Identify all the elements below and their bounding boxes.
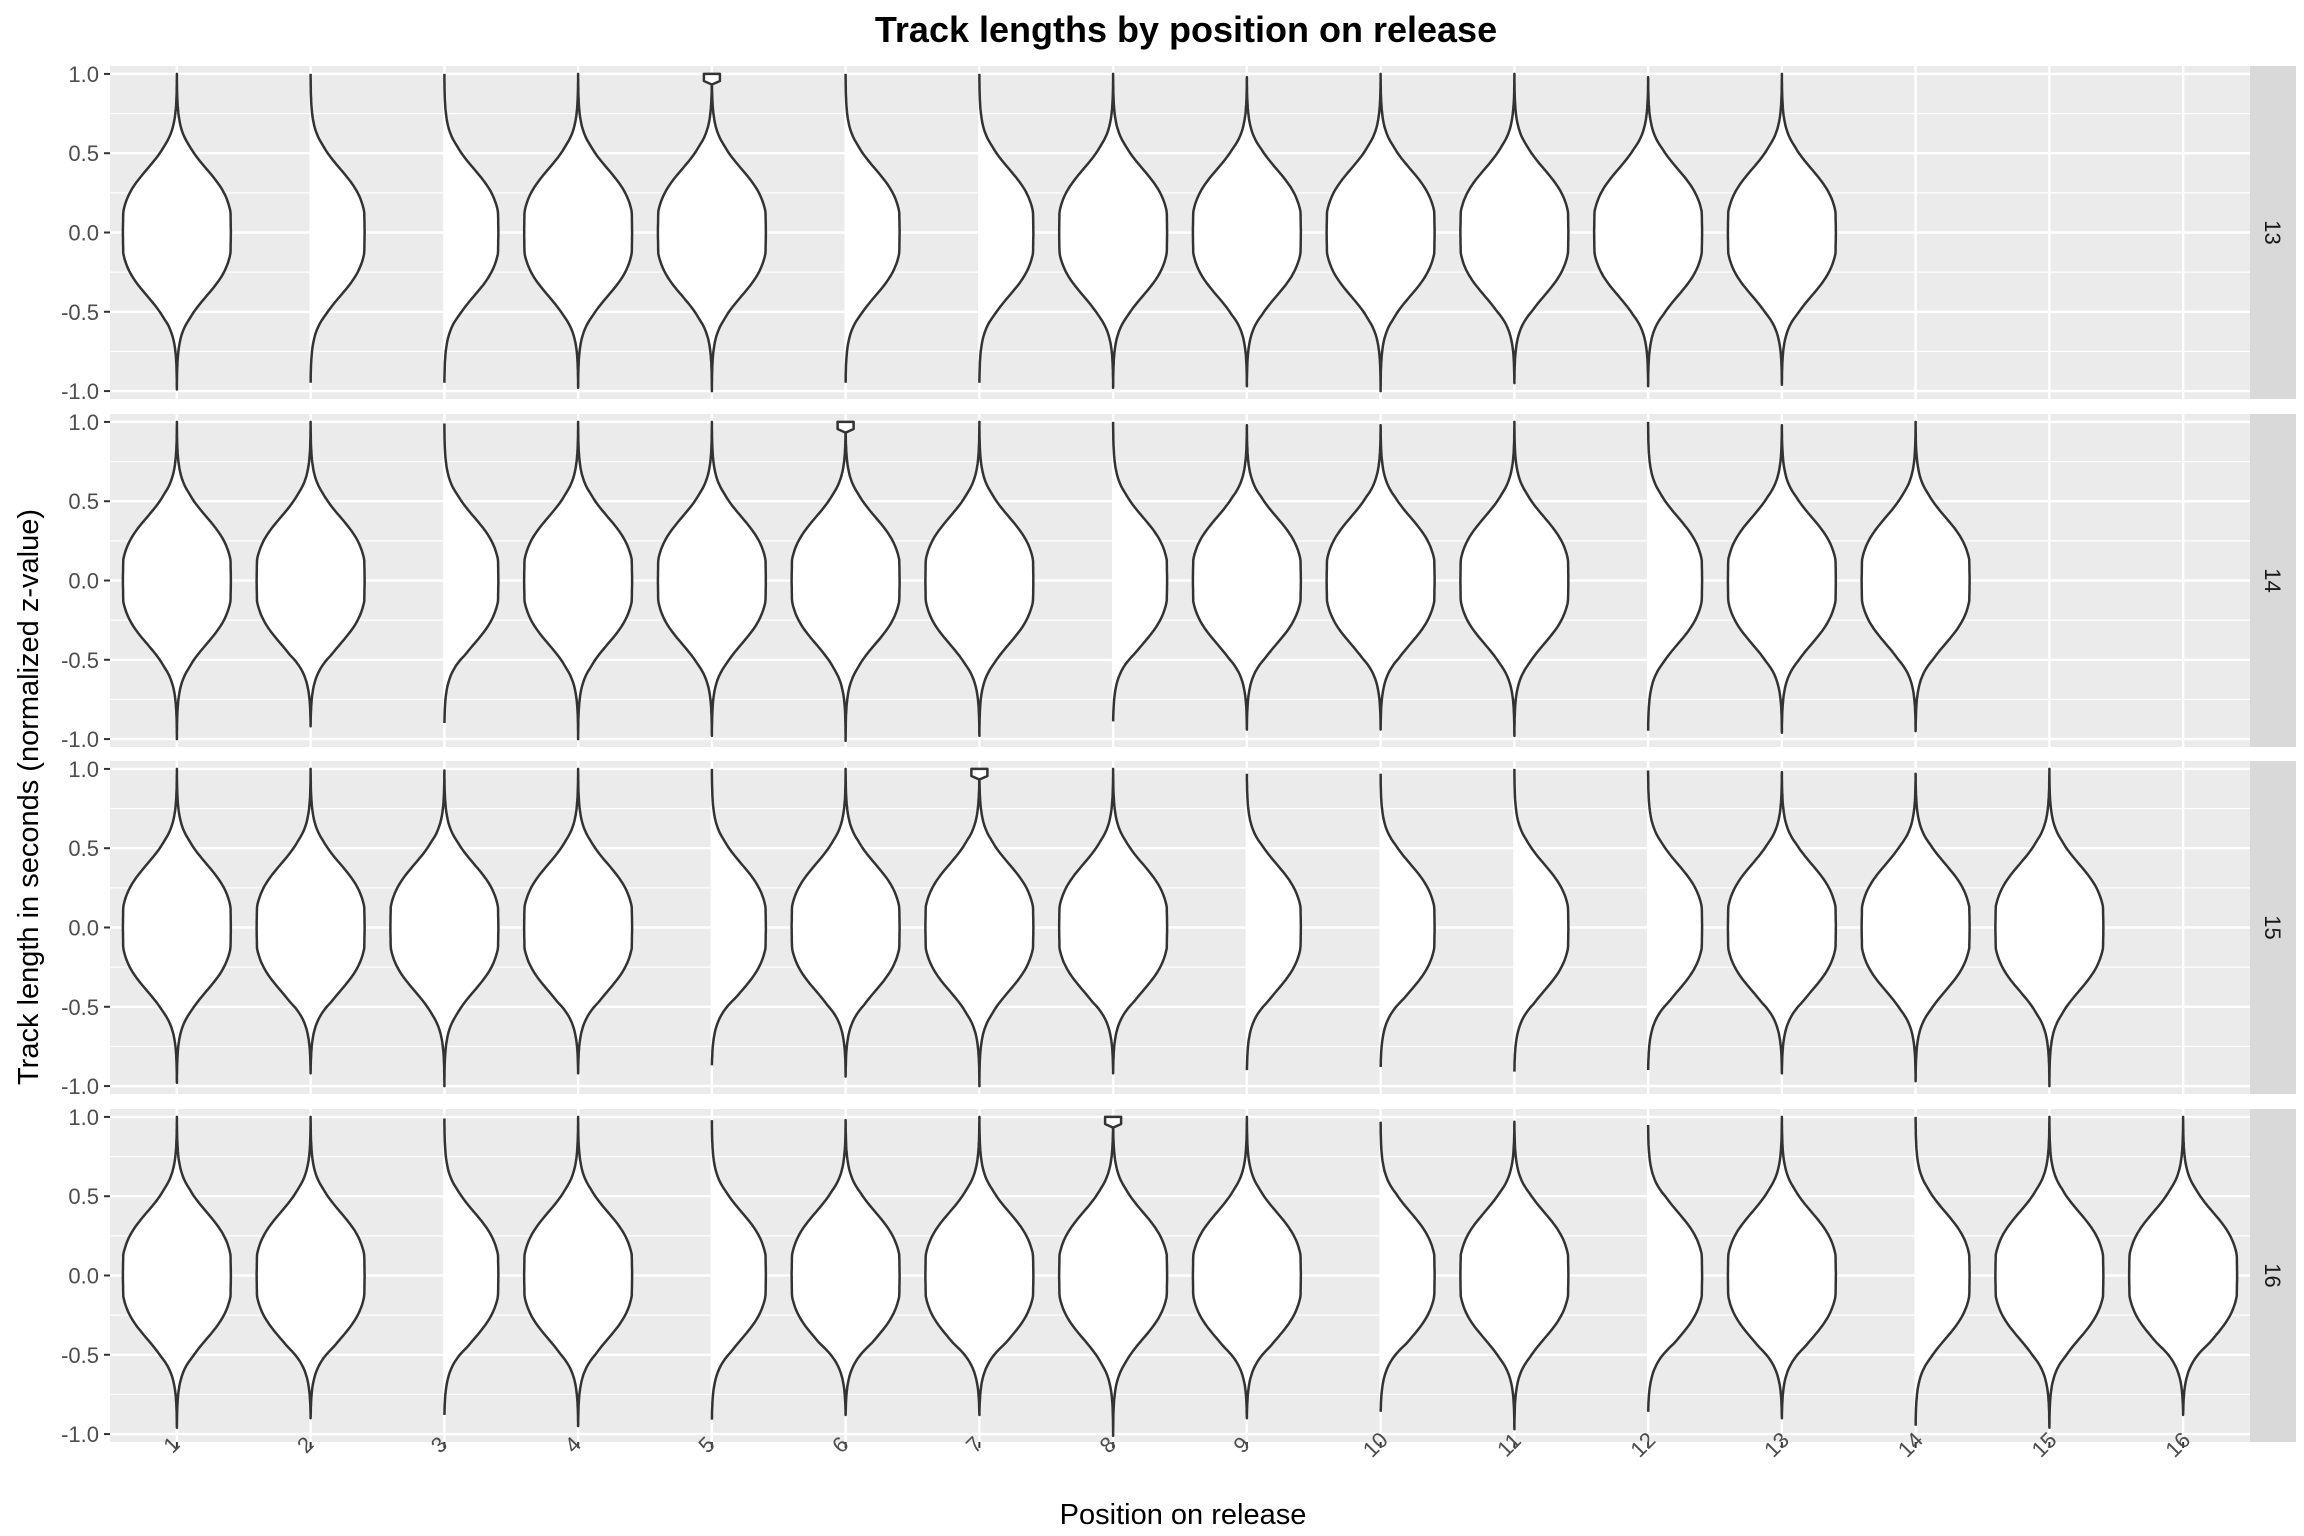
- y-tick-label: 1.0: [68, 1105, 99, 1130]
- violin-16-pos-9: [1191, 1115, 1303, 1420]
- violin-14-pos-6: [790, 420, 901, 742]
- violin-16-pos-3: [443, 1118, 500, 1415]
- violin-13-pos-2: [309, 73, 366, 383]
- violin-14-pos-14: [1860, 420, 1971, 733]
- violin-14-pos-11: [1459, 420, 1570, 738]
- facet-strip-label: 13: [2260, 220, 2285, 244]
- y-tick-label: -1.0: [61, 727, 99, 752]
- violin-15-pos-7: [924, 767, 1035, 1088]
- violin-14-pos-2: [255, 420, 366, 728]
- violin-16-pos-11: [1459, 1120, 1570, 1431]
- violin-15-pos-5: [710, 768, 768, 1066]
- chart-title: Track lengths by position on release: [875, 9, 1497, 50]
- x-axis-title: Position on release: [1060, 1499, 1307, 1531]
- violin-13-pos-13: [1726, 72, 1838, 386]
- y-tick-label: -1.0: [61, 1422, 99, 1447]
- violin-14-pos-10: [1325, 423, 1436, 731]
- violin-16-pos-16: [2127, 1115, 2239, 1417]
- violin-16-pos-7: [924, 1115, 1035, 1417]
- violin-13-pos-12: [1592, 75, 1704, 388]
- y-tick-label: -0.5: [61, 1343, 99, 1368]
- violin-16-pos-2: [255, 1115, 366, 1420]
- violin-13-pos-10: [1325, 72, 1436, 393]
- y-tick-label: -1.0: [61, 379, 99, 404]
- violin-16-pos-15: [1994, 1115, 2105, 1429]
- y-tick-label: 1.0: [68, 757, 99, 782]
- violin-14-pos-5: [656, 420, 768, 738]
- y-tick-label: 1.0: [68, 410, 99, 435]
- facet-strip: [2250, 761, 2296, 1094]
- violin-15-pos-14: [1860, 772, 1971, 1083]
- facet-panel-15: -1.0 -0.5 0.0 0.5 1.0 15: [61, 757, 2296, 1099]
- y-axis-title: Track length in seconds (normalized z-va…: [13, 509, 45, 1085]
- violin-14-pos-12: [1646, 421, 1704, 731]
- violin-14-pos-3: [443, 423, 500, 724]
- violin-16-pos-4: [522, 1115, 634, 1428]
- facet-strip-label: 16: [2260, 1263, 2285, 1287]
- violin-15-pos-9: [1245, 773, 1303, 1071]
- violin-15-pos-13: [1726, 770, 1838, 1075]
- facet-panels: -1.0-0.50.00.51.013-1.0-0.50.00.51.014-1…: [61, 62, 2296, 1447]
- violin-13-pos-5: [656, 72, 768, 393]
- y-tick-label: 0.5: [68, 141, 99, 166]
- facet-strip: [2250, 66, 2296, 399]
- facet-strip: [2250, 1109, 2296, 1442]
- violin-13-pos-11: [1459, 72, 1570, 385]
- violin-15-pos-15: [1994, 767, 2105, 1088]
- violin-14-pos-13: [1726, 423, 1838, 734]
- violin-16-pos-12: [1646, 1124, 1704, 1412]
- violin-14-pos-9: [1191, 423, 1303, 731]
- violin-15-pos-4: [522, 767, 634, 1075]
- violin-14-pos-8: [1111, 421, 1169, 722]
- violin-13-pos-3: [443, 73, 500, 383]
- violin-15-pos-3: [389, 769, 500, 1088]
- y-tick-label: 0.5: [68, 489, 99, 514]
- violin-16-pos-5: [710, 1120, 768, 1420]
- violin-13-pos-8: [1057, 72, 1169, 390]
- violin-15-pos-11: [1513, 768, 1570, 1072]
- violin-16-pos-10: [1379, 1121, 1436, 1412]
- violin-16-pos-1: [121, 1115, 233, 1429]
- facet-panel-14: -1.0 -0.5 0.0 0.5 1.0 14: [61, 410, 2296, 752]
- violin-13-pos-9: [1191, 75, 1303, 388]
- y-tick-label: 0.0: [68, 1264, 99, 1289]
- violin-15-pos-2: [255, 767, 366, 1075]
- violin-13-pos-6: [844, 73, 901, 383]
- violin-14-pos-4: [522, 420, 634, 741]
- violin-15-pos-1: [121, 767, 233, 1085]
- facet-panel-13: -1.0 -0.5 0.0 0.5 1.0 13: [61, 62, 2296, 404]
- violin-15-pos-10: [1379, 773, 1436, 1067]
- y-tick-label: 0.5: [68, 1184, 99, 1209]
- facet-strip-label: 15: [2260, 915, 2285, 939]
- facet-strip-label: 14: [2260, 568, 2285, 592]
- violin-16-pos-8: [1057, 1115, 1169, 1437]
- violin-13-pos-1: [121, 72, 233, 391]
- facet-strip: [2250, 414, 2296, 747]
- y-tick-label: -0.5: [61, 648, 99, 673]
- violin-14-pos-1: [121, 420, 233, 741]
- violin-16-pos-6: [790, 1118, 901, 1417]
- y-tick-label: 0.0: [68, 569, 99, 594]
- y-tick-label: -0.5: [61, 300, 99, 325]
- violin-15-pos-6: [790, 767, 901, 1078]
- y-tick-label: 1.0: [68, 62, 99, 87]
- y-tick-label: 0.5: [68, 836, 99, 861]
- y-tick-label: -0.5: [61, 995, 99, 1020]
- violin-13-pos-4: [522, 72, 634, 390]
- violin-16-pos-13: [1726, 1115, 1838, 1420]
- violin-13-pos-7: [978, 73, 1035, 383]
- facet-panel-16: -1.0 -0.5 0.0 0.5 1.0 16: [61, 1105, 2296, 1447]
- y-tick-label: 0.0: [68, 916, 99, 941]
- violin-15-pos-8: [1057, 767, 1169, 1075]
- violin-14-pos-7: [924, 420, 1035, 738]
- violin-15-pos-12: [1646, 770, 1704, 1070]
- violin-16-pos-14: [1914, 1116, 1971, 1426]
- y-tick-label: -1.0: [61, 1074, 99, 1099]
- y-tick-label: 0.0: [68, 221, 99, 246]
